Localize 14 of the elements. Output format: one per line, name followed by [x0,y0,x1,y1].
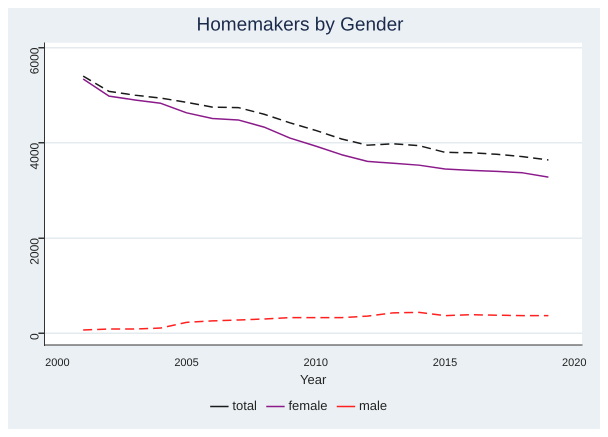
chart-title: Homemakers by Gender [196,14,404,36]
x-axis-title: Year [300,372,327,387]
y-tick-label: 0 [28,332,42,340]
y-tick-label: 6000 [28,47,42,74]
x-tick-label: 2000 [45,356,70,369]
x-tick-label: 2005 [174,356,199,369]
y-tick-label: 4000 [28,142,42,170]
x-tick-label: 2010 [304,356,328,369]
legend-label: female [288,398,328,414]
x-tick-label: 2020 [562,356,586,369]
x-tick-label: 2015 [432,356,458,369]
legend-label: total [232,398,258,414]
legend-label: male [358,398,388,414]
y-tick-label: 2000 [28,238,42,265]
